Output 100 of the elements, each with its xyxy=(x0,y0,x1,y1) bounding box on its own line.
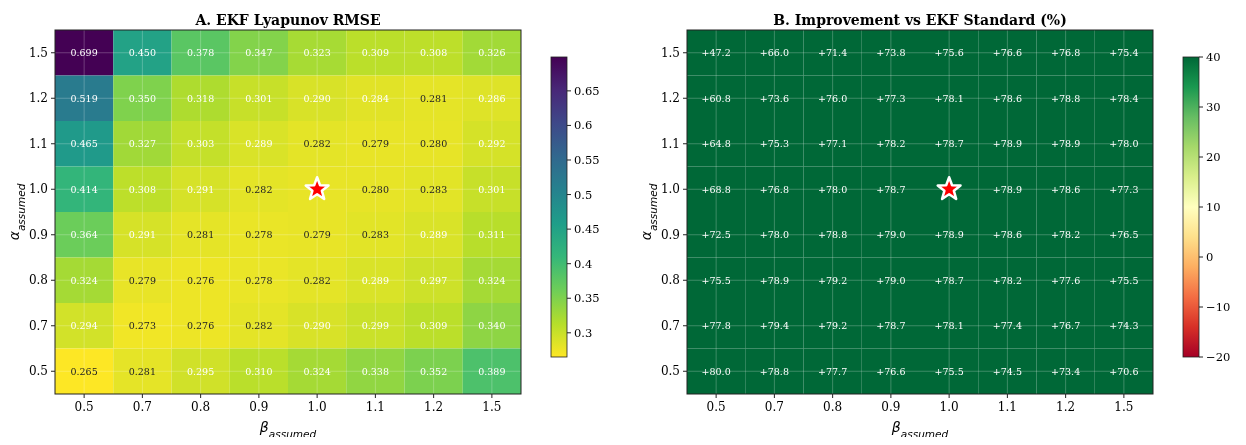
data-label: 0.327 xyxy=(128,138,156,150)
color-bar-label: 0.6 xyxy=(574,118,593,133)
y-tick-label: 0.7 xyxy=(660,318,680,333)
data-label: +77.3 xyxy=(876,92,906,104)
data-label: +74.5 xyxy=(992,365,1022,377)
data-label: 0.297 xyxy=(420,274,448,286)
data-label: 0.301 xyxy=(478,183,506,195)
data-label: 0.291 xyxy=(187,183,215,195)
data-label: 0.299 xyxy=(361,320,389,332)
data-label: +78.7 xyxy=(876,183,906,195)
data-label: +76.8 xyxy=(1051,47,1081,59)
data-label: +79.0 xyxy=(876,229,906,241)
data-label: +78.8 xyxy=(1051,92,1081,104)
data-label: 0.276 xyxy=(187,320,215,332)
data-label: 0.286 xyxy=(478,92,506,104)
data-label: +79.4 xyxy=(759,320,789,332)
chart-title: A. EKF Lyapunov RMSE xyxy=(194,12,381,28)
data-label: 0.281 xyxy=(128,365,156,377)
data-label: 0.278 xyxy=(245,229,273,241)
data-label: +76.6 xyxy=(992,47,1022,59)
data-label: 0.465 xyxy=(70,138,98,150)
data-label: +70.6 xyxy=(1109,365,1139,377)
data-label: 0.364 xyxy=(70,229,98,241)
color-bar-label: −10 xyxy=(1206,300,1231,314)
data-label: 0.350 xyxy=(128,92,156,104)
data-label: 0.323 xyxy=(303,47,331,59)
y-tick-label: 1.5 xyxy=(28,45,48,60)
data-label: +73.8 xyxy=(876,47,906,59)
data-label: 0.283 xyxy=(361,229,389,241)
data-label: +78.9 xyxy=(759,274,789,286)
data-label: +64.8 xyxy=(701,138,731,150)
data-label: +78.8 xyxy=(759,365,789,377)
data-label: +77.1 xyxy=(818,138,848,150)
color-bar-label: 0 xyxy=(1206,250,1214,264)
data-label: 0.290 xyxy=(303,92,331,104)
data-label: 0.308 xyxy=(420,47,448,59)
data-label: +78.9 xyxy=(1051,138,1081,150)
data-label: 0.352 xyxy=(420,365,448,377)
x-tick-label: 1.2 xyxy=(424,400,444,414)
data-label: 0.414 xyxy=(70,183,98,195)
data-label: 0.283 xyxy=(420,183,448,195)
data-label: +74.3 xyxy=(1109,320,1139,332)
x-tick-label: 0.5 xyxy=(74,400,94,414)
y-tick-label: 0.8 xyxy=(28,273,48,288)
data-label: 0.301 xyxy=(245,92,273,104)
color-bar-label: 0.55 xyxy=(574,153,600,167)
data-label: 0.289 xyxy=(420,229,448,241)
data-label: +77.4 xyxy=(992,320,1022,332)
data-label: 0.289 xyxy=(361,274,389,286)
x-tick-label: 0.8 xyxy=(823,400,843,414)
data-label: 0.310 xyxy=(245,365,273,377)
data-label: +78.2 xyxy=(992,274,1022,286)
y-tick-label: 1.0 xyxy=(660,182,680,197)
data-label: 0.311 xyxy=(478,229,506,241)
data-label: +68.8 xyxy=(701,183,731,195)
x-tick-label: 0.5 xyxy=(706,400,726,414)
y-tick-label: 0.5 xyxy=(28,364,48,379)
data-label: 0.284 xyxy=(361,92,389,104)
data-label: +78.9 xyxy=(992,138,1022,150)
color-bar-label: 0.4 xyxy=(574,256,593,271)
data-label: +76.5 xyxy=(1109,229,1139,241)
x-tick-label: 0.7 xyxy=(764,400,784,414)
data-label: +78.7 xyxy=(934,274,964,286)
data-label: +75.4 xyxy=(1109,47,1139,59)
data-label: +73.4 xyxy=(1051,365,1081,377)
data-label: 0.279 xyxy=(303,229,331,241)
x-tick-label: 1.2 xyxy=(1056,400,1076,414)
data-label: 0.282 xyxy=(303,138,331,150)
data-label: 0.282 xyxy=(245,320,273,332)
color-bar-label: 0.45 xyxy=(574,222,600,237)
y-tick-label: 1.1 xyxy=(28,136,48,151)
data-label: 0.326 xyxy=(478,47,506,59)
data-label: +75.6 xyxy=(934,47,964,59)
data-label: +79.2 xyxy=(818,320,848,332)
data-label: +78.1 xyxy=(934,92,964,104)
data-label: +78.1 xyxy=(934,320,964,332)
data-label: +78.6 xyxy=(992,229,1022,241)
color-bar-label: 20 xyxy=(1206,150,1221,164)
data-label: 0.290 xyxy=(303,320,331,332)
color-bar-label: 0.5 xyxy=(574,187,593,202)
data-label: 0.340 xyxy=(478,320,506,332)
data-label: +76.6 xyxy=(876,365,906,377)
x-tick-label: 1.1 xyxy=(365,400,385,414)
x-tick-label: 0.7 xyxy=(132,400,152,414)
color-bar-label: −20 xyxy=(1206,350,1231,364)
data-label: 0.308 xyxy=(128,183,156,195)
data-label: 0.281 xyxy=(420,92,448,104)
data-label: 0.324 xyxy=(70,274,98,286)
data-label: +78.4 xyxy=(1109,92,1139,104)
data-label: +75.5 xyxy=(701,274,731,286)
data-label: 0.378 xyxy=(187,47,215,59)
x-tick-label: 1.0 xyxy=(307,400,327,414)
color-bar-label: 40 xyxy=(1206,50,1221,64)
data-label: +79.0 xyxy=(876,274,906,286)
color-bar-label: 30 xyxy=(1206,100,1221,114)
data-label: +77.3 xyxy=(1109,183,1139,195)
data-label: 0.309 xyxy=(420,320,448,332)
data-label: 0.282 xyxy=(245,183,273,195)
data-label: 0.294 xyxy=(70,320,98,332)
color-bar-label: 10 xyxy=(1206,200,1221,214)
